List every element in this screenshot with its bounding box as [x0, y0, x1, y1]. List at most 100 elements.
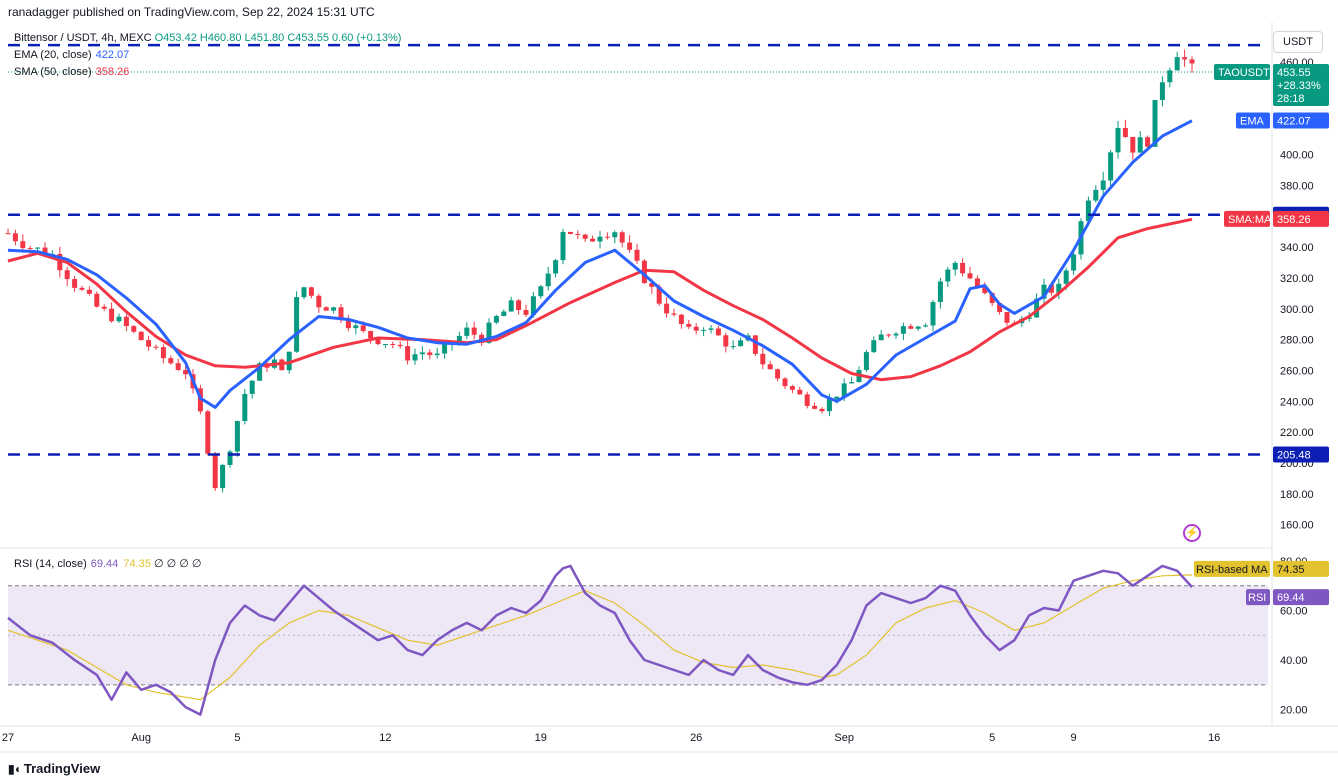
price-candle: [301, 287, 307, 298]
price-candle: [123, 316, 129, 327]
price-pane-grid: [0, 22, 1338, 753]
rsi-ma-line: [7, 574, 1193, 701]
rsi-ma-legend-value: 74.35: [123, 558, 151, 570]
time-axis-tick: 9: [1071, 732, 1077, 744]
rsi-tag-value: 69.44: [1277, 592, 1305, 604]
sma-ma-label-box: [1224, 210, 1270, 227]
sma-legend-label: SMA (50, close): [14, 66, 92, 78]
price-axis-tick: 260.00: [1280, 365, 1314, 377]
price-candle: [708, 328, 714, 330]
price-candle: [434, 353, 440, 356]
price-candle: [501, 311, 507, 316]
price-axis-tick: 240.00: [1280, 396, 1314, 408]
time-axis[interactable]: 27Aug5121926Sep591623: [2, 732, 1338, 744]
price-candle: [678, 314, 684, 324]
price-candle: [974, 278, 980, 288]
price-candle: [523, 310, 529, 315]
price-candle: [27, 248, 33, 250]
price-candle: [886, 334, 892, 336]
price-candle: [146, 340, 152, 347]
price-candle: [419, 352, 425, 355]
price-candle: [471, 327, 477, 335]
price-axis-tick: 380.00: [1280, 180, 1314, 192]
last-price-tag-line: 453.55: [1277, 67, 1311, 79]
last-price-tag-line: +28.33%: [1277, 80, 1321, 92]
symbol-ohlc-legend[interactable]: Bittensor / USDT, 4h, MEXC O453.42 H460.…: [14, 32, 401, 44]
rsi-legend-label: RSI (14, close): [14, 558, 87, 570]
rsi-label: RSI-based MA: [1196, 564, 1268, 576]
price-candle: [775, 369, 781, 379]
symbol-label-box: [1214, 64, 1270, 81]
price-axis-tick: 160.00: [1280, 520, 1314, 532]
price-candle: [242, 393, 248, 422]
ema-legend[interactable]: EMA (20, close) 422.07: [14, 49, 129, 61]
price-candle: [1152, 100, 1158, 147]
price-candle: [1004, 311, 1010, 323]
sma-ma-tag-value: 358.26: [1277, 214, 1311, 226]
rsi-tag-value: 74.35: [1277, 564, 1305, 576]
price-candle: [1093, 189, 1099, 201]
rsi-axis-tick: 60.00: [1280, 605, 1308, 617]
ema-tag: [1273, 112, 1329, 129]
level-205.48-tag-value: 205.48: [1277, 449, 1311, 461]
price-candle: [153, 346, 159, 348]
publisher-header: ranadagger published on TradingView.com,…: [8, 5, 375, 19]
price-candle: [686, 323, 692, 327]
price-candle: [42, 247, 48, 256]
time-axis-tick: 16: [1208, 732, 1220, 744]
low-value: L451.80: [244, 32, 285, 44]
price-axis[interactable]: 160.00180.00200.00220.00240.00260.00280.…: [1280, 57, 1314, 717]
time-axis-tick: 5: [989, 732, 995, 744]
sma-legend-value: 358.26: [95, 66, 130, 78]
price-candle: [597, 236, 603, 242]
price-candle: [249, 380, 255, 394]
open-value: O453.42: [154, 32, 197, 44]
price-candle: [1145, 137, 1151, 147]
price-candle: [175, 363, 181, 370]
tradingview-logo-text: TradingView: [23, 761, 101, 776]
price-candle: [937, 281, 943, 303]
price-candle: [760, 353, 766, 365]
flash-icon[interactable]: ⚡: [1183, 524, 1201, 542]
price-candle: [382, 343, 388, 345]
sma-50-line: [7, 217, 1193, 382]
price-candle: [738, 340, 744, 347]
horizontal-level-lines: [8, 43, 1268, 456]
price-candle: [1130, 136, 1136, 153]
price-candle: [442, 344, 448, 354]
rsi-legend[interactable]: RSI (14, close) 69.44 74.35 ∅ ∅ ∅ ∅: [14, 557, 201, 570]
price-candle: [1189, 59, 1195, 64]
price-candle: [205, 411, 211, 454]
price-candle: [1108, 152, 1114, 181]
price-candle: [397, 344, 403, 347]
price-candle: [234, 421, 240, 452]
price-candle: [183, 369, 189, 375]
rsi-line: [7, 564, 1193, 716]
price-candle: [967, 273, 973, 279]
tradingview-logo[interactable]: ▮◖ TradingView: [8, 761, 100, 776]
time-axis-tick: 27: [2, 732, 14, 744]
price-candle: [553, 260, 559, 274]
level-205.48-tag: [1273, 446, 1329, 463]
price-candle: [782, 378, 788, 387]
ema-legend-value: 422.07: [95, 49, 130, 61]
price-candle: [982, 287, 988, 294]
price-candle: [64, 270, 70, 280]
price-candle: [545, 273, 551, 287]
sma-ma-label: SMA:MA: [1228, 214, 1272, 226]
price-candle: [375, 338, 381, 345]
price-candle: [893, 333, 899, 336]
price-candle: [1122, 127, 1128, 137]
time-axis-tick: Sep: [834, 732, 854, 744]
price-candle: [582, 234, 588, 239]
price-candle: [86, 289, 92, 294]
currency-button[interactable]: USDT: [1273, 31, 1323, 53]
time-axis-tick: 26: [690, 732, 702, 744]
symbol-name: Bittensor / USDT, 4h, MEXC: [14, 32, 152, 44]
price-candle: [849, 382, 855, 384]
rsi-legend-extra: ∅ ∅ ∅ ∅: [153, 558, 202, 570]
price-candle: [863, 352, 869, 371]
sma-legend[interactable]: SMA (50, close) 358.26: [14, 66, 129, 78]
price-candle: [227, 451, 233, 465]
